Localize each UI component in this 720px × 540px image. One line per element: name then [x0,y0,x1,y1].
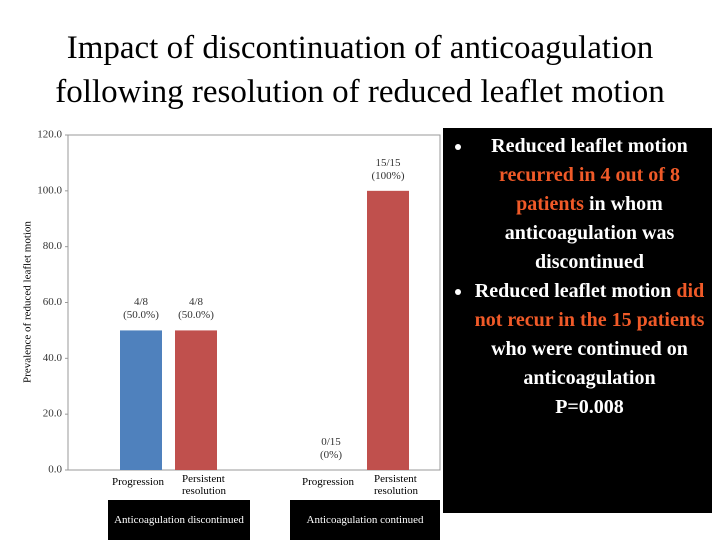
y-tick-label: 120.0 [37,129,62,141]
y-tick-label: 100.0 [37,184,62,196]
y-tick-label: 80.0 [43,240,63,252]
x-tick-label: Persistent resolution [182,473,226,497]
p-value: P=0.008 [555,396,624,418]
value-label: 15/15 (100%) [371,156,405,182]
y-tick-label: 60.0 [43,296,63,308]
bar [120,330,162,470]
x-tick-label: Progression [112,476,164,488]
bullet: Reduced leaflet motion did not recur in … [473,277,706,393]
value-label: 4/8 (50.0%) [178,296,214,322]
bullet-text: recurred in 4 out of 8 patients [499,164,680,215]
bullet-text: Reduced leaflet motion [491,135,688,157]
side-text-box: Reduced leaflet motion recurred in 4 out… [443,128,712,513]
y-axis-label: Prevalence of reduced leaflet motion [22,221,34,383]
group-label: Anticoagulation continued [290,500,440,540]
x-tick-label: Progression [302,476,354,488]
slide-title: Impact of discontinuation of anticoagula… [55,30,665,110]
bullet: Reduced leaflet motion recurred in 4 out… [473,132,706,277]
bullet-text: did not recur in the 15 patients [474,280,705,331]
x-tick-label: Persistent resolution [374,473,418,497]
value-label: 4/8 (50.0%) [123,296,159,322]
bullet-text: in whom anticoagulation was discontinued [504,193,675,273]
y-tick-label: 0.0 [48,464,62,476]
bullet-text: Reduced leaflet motion [474,280,677,302]
bar [175,330,217,470]
bar [367,190,409,471]
bullet-list: Reduced leaflet motion recurred in 4 out… [451,132,706,393]
y-tick-label: 40.0 [43,352,63,364]
value-label: 0/15 (0%) [320,436,343,461]
bullet-text: who were continued on anticoagulation [491,338,688,389]
y-tick-label: 20.0 [43,408,63,420]
group-label: Anticoagulation discontinued [108,500,250,540]
